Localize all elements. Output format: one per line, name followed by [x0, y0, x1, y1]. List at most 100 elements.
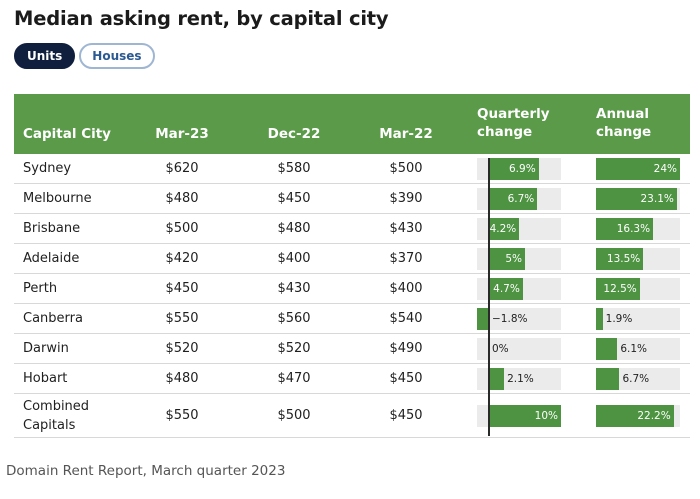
rent-mar22: $390 — [389, 191, 423, 206]
annual-change-bar — [596, 278, 640, 300]
annual-change-bar — [596, 368, 620, 390]
annual-change-label: 23.1% — [640, 193, 674, 205]
annual-change-bar — [596, 188, 677, 210]
rent-dec22: $520 — [277, 341, 311, 356]
city-name: Perth — [23, 274, 57, 303]
annual-change-label: 12.5% — [603, 283, 637, 295]
rent-mar23: $550 — [165, 408, 199, 423]
quarterly-change-label: 4.2% — [489, 223, 517, 235]
table-row: Hobart $480 $470 $450 2.1% 6.7% — [14, 364, 690, 394]
rent-mar22: $450 — [389, 408, 423, 423]
annual-change-track: 12.5% — [596, 278, 680, 300]
table-header: Capital City Mar-23 Dec-22 Mar-22 Quarte… — [14, 94, 690, 154]
table-row: Adelaide $420 $400 $370 5% 13.5% — [14, 244, 690, 274]
rent-dec22: $430 — [277, 281, 311, 296]
quarterly-change-label: 6.9% — [509, 163, 536, 175]
rent-mar23: $500 — [165, 221, 199, 236]
units-toggle-button[interactable]: Units — [14, 43, 76, 69]
rent-mar22: $400 — [389, 281, 423, 296]
rent-mar23: $450 — [165, 281, 199, 296]
annual-change-track: 22.2% — [596, 405, 680, 427]
annual-change-track: 1.9% — [596, 308, 680, 330]
rent-mar22: $540 — [389, 311, 423, 326]
table-row: Perth $450 $430 $400 4.7% 12.5% — [14, 274, 690, 304]
annual-change-track: 13.5% — [596, 248, 680, 270]
table-row: Combined Capitals $550 $500 $450 10% 22.2% — [14, 394, 690, 438]
annual-change-label: 6.1% — [620, 343, 648, 355]
annual-change-label: 24% — [653, 163, 677, 175]
city-name-line1: Melbourne — [23, 191, 92, 206]
annual-change-label: 13.5% — [606, 253, 641, 265]
annual-change-label: 6.7% — [622, 373, 650, 385]
header-quarterly-change: Quarterly change — [477, 105, 550, 141]
quarterly-change-label: 0% — [492, 343, 509, 355]
rent-dec22: $560 — [277, 311, 311, 326]
city-name: Combined Capitals — [23, 394, 89, 437]
quarterly-change-label: 4.7% — [493, 283, 520, 295]
quarterly-change-track: 6.9% — [477, 158, 561, 180]
table-row: Darwin $520 $520 $490 0% 6.1% — [14, 334, 690, 364]
city-name-line1: Brisbane — [23, 221, 81, 236]
annual-change-label: 22.2% — [637, 410, 671, 422]
rent-mar22: $450 — [389, 371, 423, 386]
rent-table: Capital City Mar-23 Dec-22 Mar-22 Quarte… — [14, 94, 690, 450]
city-name: Adelaide — [23, 244, 79, 273]
header-capital-city: Capital City — [23, 126, 111, 142]
rent-mar22: $430 — [389, 221, 423, 236]
quarterly-change-label: 2.1% — [507, 373, 534, 385]
header-quarterly-line1: Quarterly — [477, 106, 550, 122]
quarterly-change-track: 10% — [477, 405, 561, 427]
city-name-line1: Darwin — [23, 341, 69, 356]
rent-mar23: $480 — [165, 371, 199, 386]
annual-change-track: 23.1% — [596, 188, 680, 210]
header-quarterly-line2: change — [477, 124, 533, 140]
rent-dec22: $450 — [277, 191, 311, 206]
header-mar-22: Mar-22 — [379, 126, 433, 142]
header-mar-23: Mar-23 — [155, 126, 209, 142]
rent-dec22: $400 — [277, 251, 311, 266]
quarterly-change-track: 2.1% — [477, 368, 561, 390]
annual-change-bar — [596, 158, 680, 180]
quarterly-change-track: −1.8% — [477, 308, 561, 330]
city-name-line1: Perth — [23, 281, 58, 296]
source-note: Domain Rent Report, March quarter 2023 — [6, 463, 286, 479]
header-annual-line2: change — [596, 124, 652, 140]
city-name: Melbourne — [23, 184, 92, 213]
rent-mar23: $520 — [165, 341, 199, 356]
header-annual-change: Annual change — [596, 105, 651, 141]
rent-dec22: $500 — [277, 408, 311, 423]
quarterly-zero-axis — [488, 158, 490, 436]
annual-change-bar — [596, 248, 644, 270]
city-name-line2: Capitals — [23, 417, 76, 433]
quarterly-change-bar — [489, 158, 539, 180]
annual-change-track: 6.1% — [596, 338, 680, 360]
chart-title: Median asking rent, by capital city — [14, 7, 389, 30]
quarterly-change-bar — [477, 308, 489, 330]
annual-change-bar — [596, 405, 674, 427]
table-row: Canberra $550 $560 $540 −1.8% 1.9% — [14, 304, 690, 334]
annual-change-track: 16.3% — [596, 218, 680, 240]
rent-mar23: $420 — [165, 251, 199, 266]
rent-mar23: $620 — [165, 161, 199, 176]
houses-toggle-button[interactable]: Houses — [79, 43, 155, 69]
city-name: Brisbane — [23, 214, 80, 243]
city-name: Canberra — [23, 304, 83, 333]
quarterly-change-track: 4.7% — [477, 278, 561, 300]
annual-change-label: 16.3% — [616, 223, 651, 235]
quarterly-change-bar — [489, 248, 525, 270]
city-name: Darwin — [23, 334, 69, 363]
rent-dec22: $580 — [277, 161, 311, 176]
annual-change-bar — [596, 218, 654, 240]
quarterly-change-bar — [489, 368, 505, 390]
quarterly-change-track: 5% — [477, 248, 561, 270]
quarterly-change-bar — [489, 405, 561, 427]
city-name-line1: Hobart — [23, 371, 68, 386]
rent-mar22: $370 — [389, 251, 423, 266]
quarterly-change-label: 5% — [505, 253, 522, 265]
city-name-line1: Adelaide — [23, 251, 80, 266]
annual-change-track: 6.7% — [596, 368, 680, 390]
quarterly-change-track: 4.2% — [477, 218, 561, 240]
quarterly-change-bar — [489, 278, 523, 300]
quarterly-change-label: 6.7% — [507, 193, 535, 205]
rent-mar22: $490 — [389, 341, 423, 356]
